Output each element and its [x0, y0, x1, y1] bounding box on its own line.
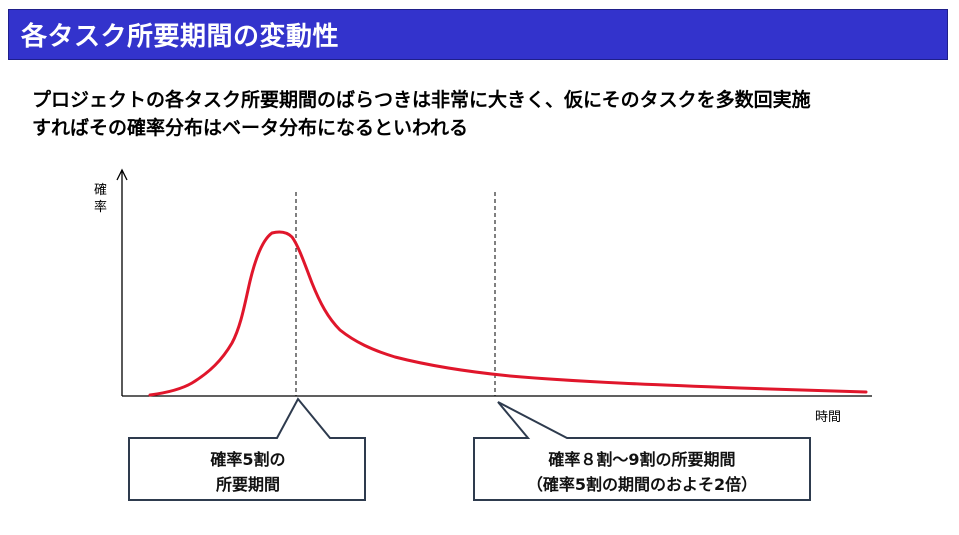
callout-p80-line-2: （確率5割の期間のおよそ2倍） [527, 475, 757, 494]
x-axis-label: 時間 [815, 410, 841, 425]
lead-line-1: プロジェクトの各タスク所要期間のばらつきは非常に大きく、仮にそのタスクを多数回実… [32, 89, 811, 111]
callout-median-box [128, 397, 366, 501]
callout-median-line-2: 所要期間 [216, 475, 280, 494]
callout-median-line-1: 確率5割の [210, 450, 285, 469]
y-axis-arrowhead [116, 168, 128, 181]
y-axis-label-char-1: 確 [94, 182, 107, 198]
callout-p80-box [473, 401, 811, 501]
slide-title: 各タスク所要期間の変動性 [21, 22, 340, 52]
lead-text: プロジェクトの各タスク所要期間のばらつきは非常に大きく、仮にそのタスクを多数回実… [32, 86, 942, 142]
beta-distribution-curve [148, 230, 868, 397]
y-axis-label-char-2: 率 [94, 199, 107, 215]
callout-p80-line-1: 確率８割～9割の所要期間 [548, 450, 735, 469]
lead-line-2: すればその確率分布はベータ分布になるといわれる [32, 117, 469, 139]
slide-title-bar: 各タスク所要期間の変動性 [8, 9, 948, 60]
